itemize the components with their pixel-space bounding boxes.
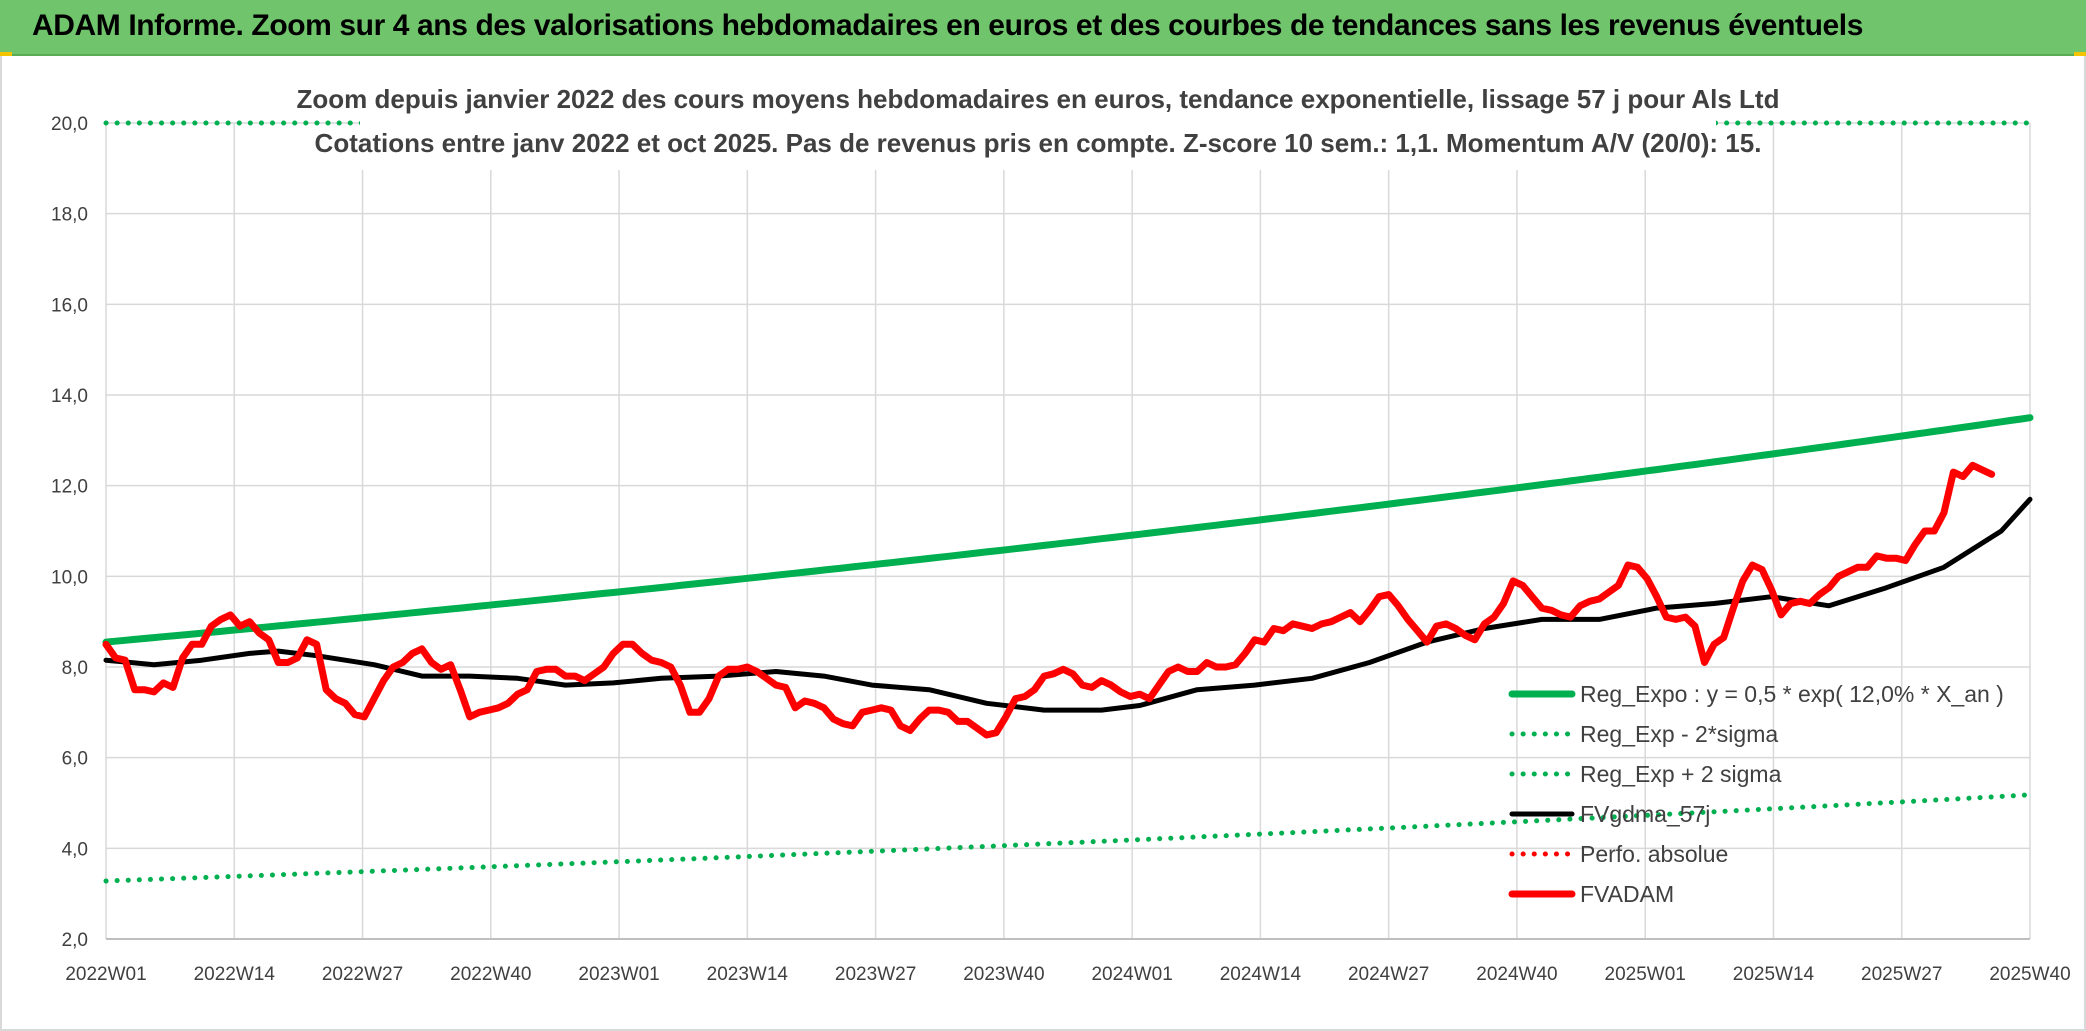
y-tick-label: 16,0 [51, 295, 88, 316]
y-tick-label: 2,0 [62, 930, 88, 951]
x-tick-label: 2025W14 [1733, 964, 1815, 985]
legend-label: Reg_Exp + 2 sigma [1580, 761, 1782, 787]
corner-accent-left [0, 52, 12, 56]
x-tick-label: 2024W14 [1220, 964, 1302, 985]
series-line-fvadam [102, 461, 1996, 739]
legend-label: Perfo. absolue [1580, 841, 1728, 867]
x-tick-label: 2023W01 [578, 964, 659, 985]
y-tick-label: 4,0 [62, 839, 88, 860]
y-tick-label: 20,0 [51, 114, 88, 135]
chart-subtitle-line-1: Zoom depuis janvier 2022 des cours moyen… [297, 84, 1780, 114]
y-tick-label: 18,0 [51, 205, 88, 226]
y-tick-label: 6,0 [62, 749, 88, 770]
x-tick-label: 2024W27 [1348, 964, 1429, 985]
x-tick-label: 2025W27 [1861, 964, 1942, 985]
x-tick-label: 2023W40 [963, 964, 1044, 985]
corner-accent-right [2074, 52, 2086, 56]
x-tick-label: 2024W01 [1091, 964, 1172, 985]
x-tick-label: 2025W01 [1605, 964, 1686, 985]
legend-label: FVgdma_57j [1580, 801, 1710, 827]
legend-label: Reg_Expo : y = 0,5 * exp( 12,0% * X_an ) [1580, 681, 2004, 707]
series-line-reg-expo-y-0-5-exp-12-0-x-an [102, 414, 2034, 646]
x-tick-label: 2024W40 [1476, 964, 1557, 985]
x-tick-label: 2022W40 [450, 964, 531, 985]
chart-subtitle-line-2: Cotations entre janv 2022 et oct 2025. P… [315, 128, 1762, 158]
y-tick-label: 10,0 [51, 567, 88, 588]
axes: 2,0 4,0 6,0 8,0 10,0 12,0 14,0 16,0 18,0 20,0 2022… [51, 114, 2071, 985]
x-tick-label: 2022W14 [194, 964, 276, 985]
subtitle-background [360, 76, 1716, 170]
x-tick-label: 2022W27 [322, 964, 403, 985]
legend-label: FVADAM [1580, 881, 1674, 907]
x-tick-label: 2025W40 [1989, 964, 2070, 985]
y-tick-label: 12,0 [51, 477, 88, 498]
x-tick-label: 2022W01 [65, 964, 146, 985]
grid [105, 122, 2031, 940]
legend-label: Reg_Exp - 2*sigma [1580, 721, 1778, 747]
series-line-reg-exp-2-sigma [103, 792, 2033, 884]
series-line-fvgdma-57j [103, 496, 2033, 713]
header-bar: ADAM Informe. Zoom sur 4 ans des valoris… [0, 0, 2086, 56]
y-tick-label: 8,0 [62, 658, 88, 679]
page-title: ADAM Informe. Zoom sur 4 ans des valoris… [32, 9, 1864, 42]
y-tick-label: 14,0 [51, 386, 88, 407]
x-tick-label: 2023W14 [707, 964, 789, 985]
legend: Reg_Expo : y = 0,5 * exp( 12,0% * X_an )… [1508, 681, 2004, 907]
x-tick-label: 2023W27 [835, 964, 916, 985]
